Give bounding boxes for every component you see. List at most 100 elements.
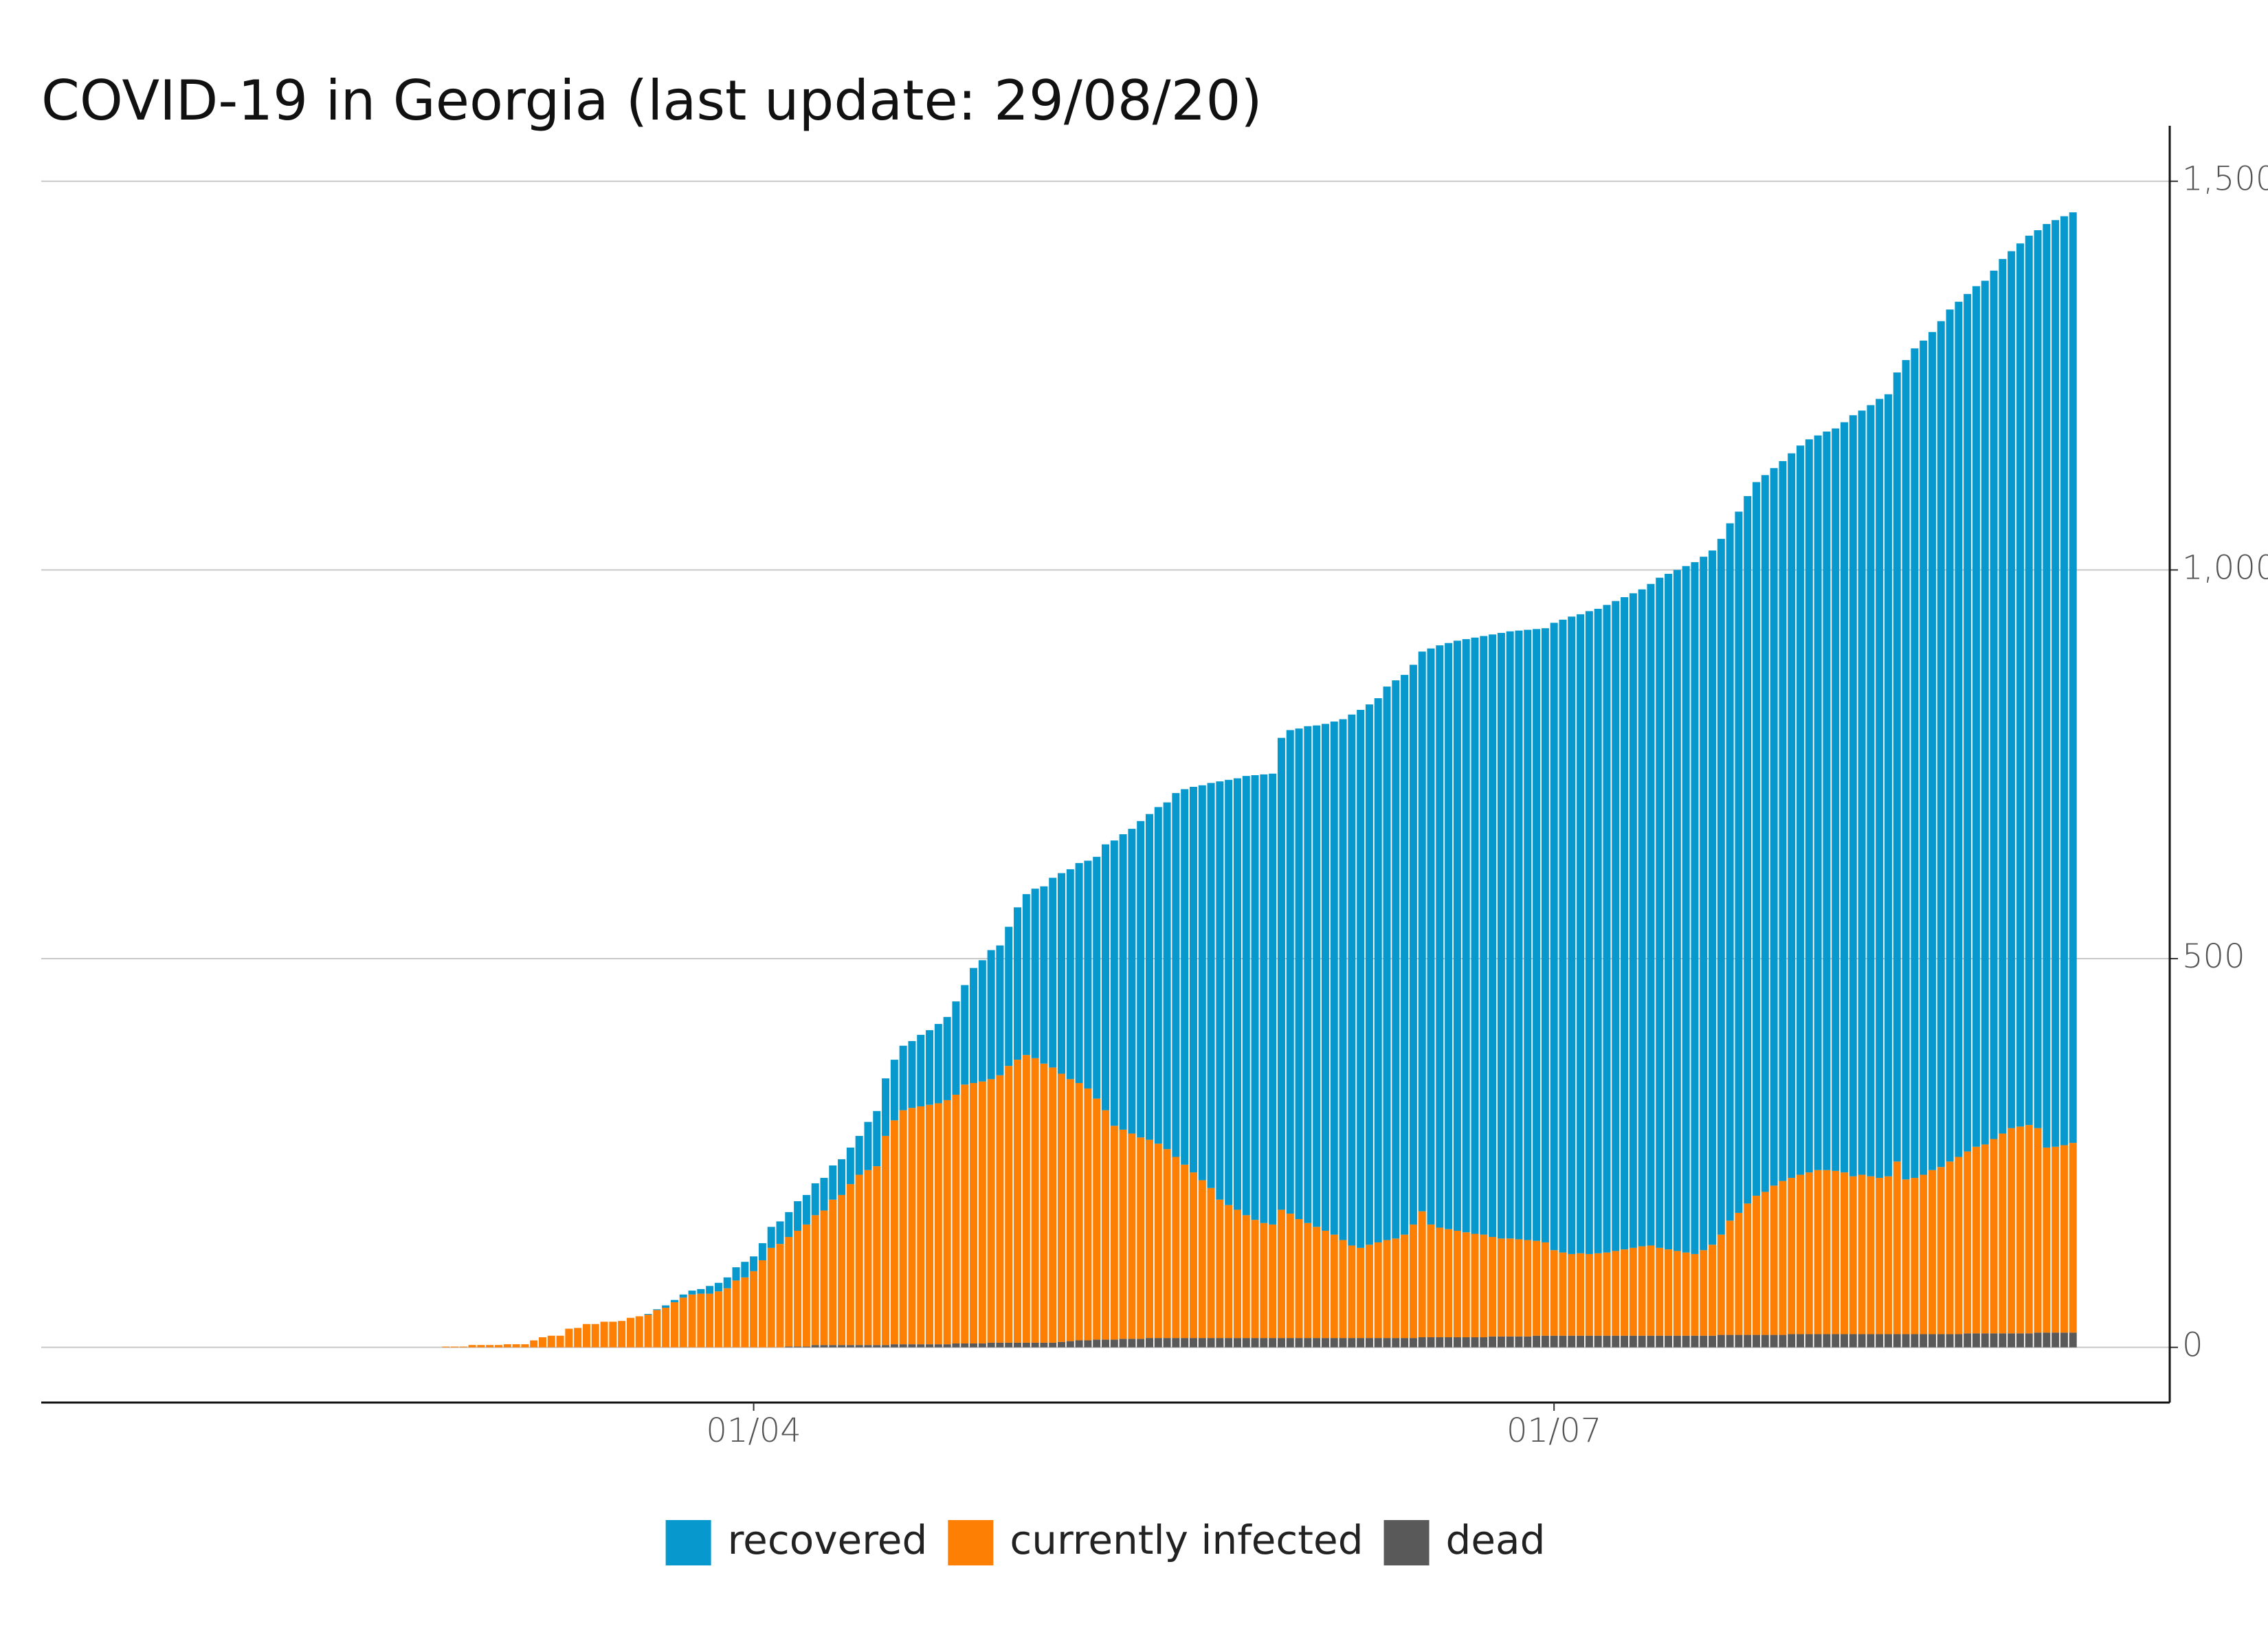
- bar-segment: [670, 1302, 678, 1348]
- legend-label: recovered: [728, 1517, 928, 1563]
- bar-segment: [1568, 616, 1576, 1254]
- bar-segment: [1515, 630, 1523, 1240]
- bar-segment: [1647, 583, 1655, 1246]
- bar-segment: [600, 1321, 608, 1348]
- bar-segment: [1937, 1167, 1945, 1335]
- bar-segment: [1401, 1234, 1409, 1339]
- bar-segment: [1453, 1337, 1461, 1348]
- bar-segment: [1145, 1139, 1153, 1339]
- bar-segment: [1480, 1337, 1488, 1348]
- bar-segment: [1621, 596, 1629, 1250]
- bar-segment: [1797, 445, 1805, 1175]
- bar-segment: [1031, 889, 1039, 1058]
- bar-segment: [1445, 1229, 1453, 1337]
- bar-segment: [1084, 1340, 1092, 1348]
- bar-segment: [996, 1342, 1004, 1348]
- bar-segment: [723, 1288, 731, 1348]
- bar-segment: [1260, 774, 1268, 1223]
- bar-segment: [723, 1277, 731, 1288]
- bar-segment: [1779, 460, 1787, 1181]
- bar-segment: [1066, 869, 1074, 1080]
- bar-segment: [1225, 779, 1233, 1205]
- bar-segment: [1515, 1239, 1523, 1337]
- bar-segment: [1357, 710, 1365, 1248]
- bar-segment: [662, 1305, 670, 1308]
- bar-segment: [1040, 1063, 1048, 1343]
- bar-segment: [1401, 675, 1409, 1235]
- bar-segment: [1999, 1333, 2007, 1348]
- bar-segment: [1093, 1098, 1101, 1340]
- bar-segment: [1779, 1335, 1787, 1348]
- bar-segment: [1163, 1149, 1171, 1339]
- bar-segment: [1533, 629, 1541, 1241]
- bar-segment: [1823, 432, 1831, 1170]
- bar-segment: [1884, 1334, 1892, 1348]
- chart-title: COVID-19 in Georgia (last update: 29/08/…: [41, 69, 1263, 133]
- bar-segment: [1295, 1219, 1303, 1339]
- bar-segment: [855, 1345, 863, 1348]
- bar-segment: [1418, 1337, 1426, 1348]
- bar-segment: [1480, 636, 1488, 1235]
- bar-segment: [943, 1016, 951, 1100]
- bar-segment: [626, 1317, 634, 1348]
- bar-segment: [1137, 821, 1145, 1138]
- bar-segment: [459, 1346, 467, 1348]
- bar-segment: [1541, 628, 1549, 1242]
- bar-segment: [1506, 631, 1514, 1239]
- bar-segment: [1665, 574, 1673, 1250]
- bar-segment: [1920, 1334, 1928, 1348]
- bar-segment: [591, 1324, 599, 1348]
- bar-segment: [1374, 1242, 1382, 1339]
- bar-segment: [1172, 1338, 1180, 1348]
- bar-segment: [1876, 1334, 1884, 1348]
- bar-segment: [1365, 704, 1373, 1245]
- bar-segment: [1260, 1338, 1268, 1348]
- bar-segment: [1937, 321, 1945, 1168]
- bar-segment: [917, 1344, 925, 1348]
- bar-segment: [1717, 1234, 1725, 1335]
- bar-segment: [1585, 1335, 1593, 1348]
- bar-segment: [943, 1344, 951, 1348]
- bar-segment: [1022, 894, 1030, 1056]
- bar-segment: [899, 1344, 907, 1348]
- bar-segment: [1163, 1338, 1171, 1348]
- bar-segment: [1330, 1234, 1338, 1339]
- bar-segment: [1506, 1336, 1514, 1348]
- bar-segment: [1656, 1335, 1664, 1348]
- bar-segment: [1058, 873, 1066, 1074]
- bar-segment: [1788, 1334, 1796, 1348]
- bar-segment: [1603, 605, 1611, 1253]
- bar-segment: [1700, 1335, 1708, 1348]
- bar-segment: [1946, 1161, 1954, 1335]
- bar-segment: [1286, 730, 1294, 1214]
- bar-segment: [2034, 230, 2042, 1128]
- bar-segment: [1990, 270, 1998, 1139]
- bar-segment: [1515, 1336, 1523, 1348]
- bar-segment: [838, 1194, 846, 1346]
- bar-segment: [1585, 611, 1593, 1254]
- bar-segment: [2016, 1126, 2024, 1334]
- bar-segment: [1955, 1334, 1963, 1348]
- bar-segment: [653, 1309, 661, 1310]
- bar-segment: [890, 1120, 898, 1345]
- bar-segment: [1137, 1339, 1145, 1348]
- bar-segment: [741, 1277, 749, 1348]
- bar-segment: [1101, 1110, 1110, 1340]
- bar-segment: [1497, 633, 1505, 1239]
- legend-swatch: [665, 1520, 711, 1565]
- bar-segment: [1955, 1157, 1963, 1335]
- legend-swatch: [1383, 1520, 1430, 1565]
- bar-segment: [1726, 1220, 1734, 1335]
- bar-segment: [1401, 1338, 1409, 1348]
- bar-segment: [1656, 1247, 1664, 1336]
- bar-segment: [1198, 1180, 1206, 1339]
- bar-segment: [1682, 1252, 1690, 1336]
- bar-segment: [785, 1237, 793, 1347]
- bar-segment: [1172, 1157, 1180, 1339]
- bar-segment: [1594, 1253, 1602, 1336]
- bar-segment: [1005, 1066, 1013, 1343]
- bar-segment: [565, 1328, 573, 1348]
- bar-segment: [1621, 1249, 1629, 1336]
- bar-segment: [1225, 1205, 1233, 1339]
- bar-segment: [1568, 1253, 1576, 1336]
